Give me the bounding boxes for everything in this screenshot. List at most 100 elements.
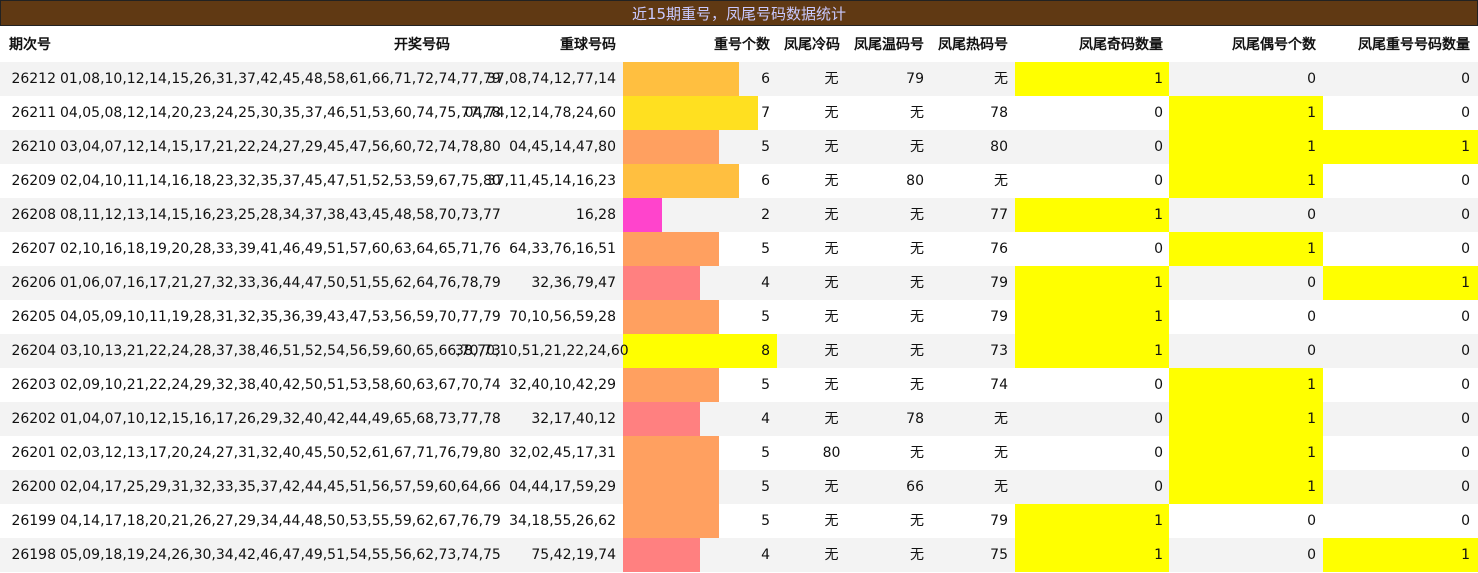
cell-tail-cold: 无 <box>824 71 839 87</box>
highlight-cell <box>1169 470 1323 504</box>
cell-tail-warm: 无 <box>910 105 924 121</box>
cell-tail-hot: 76 <box>990 241 1008 257</box>
repeat-count-bar <box>623 96 758 130</box>
cell-tail-even: 0 <box>1307 547 1316 563</box>
table-title: 近15期重号，凤尾号码数据统计 <box>631 4 847 23</box>
cell-draw-numbers: 01,04,07,10,12,15,16,17,26,29,32,40,42,4… <box>60 411 501 427</box>
cell-period: 26201 <box>11 445 56 461</box>
highlight-cell <box>1015 62 1169 96</box>
cell-tail-hot: 79 <box>990 275 1008 291</box>
cell-period: 26211 <box>11 105 56 121</box>
cell-tail-repeat: 0 <box>1461 377 1470 393</box>
cell-repeat-numbers: 38,70,10,51,21,22,24,60 <box>455 343 629 359</box>
cell-tail-odd: 1 <box>1154 71 1163 87</box>
cell-period: 26207 <box>11 241 56 257</box>
cell-repeat-count: 4 <box>761 547 770 563</box>
highlight-cell <box>1169 130 1323 164</box>
table-row: 26206 01,06,07,16,17,21,27,32,33,36,44,47… <box>0 266 1478 300</box>
repeat-count-bar <box>623 232 719 266</box>
cell-repeat-numbers: 70,10,56,59,28 <box>509 309 616 325</box>
cell-tail-cold: 无 <box>824 343 839 359</box>
cell-tail-cold: 无 <box>824 105 839 121</box>
highlight-cell <box>1323 130 1478 164</box>
cell-tail-odd: 0 <box>1154 173 1163 189</box>
highlight-cell <box>1169 96 1323 130</box>
cell-tail-odd: 0 <box>1154 139 1163 155</box>
cell-draw-numbers: 03,04,07,12,14,15,17,21,22,24,27,29,45,4… <box>60 139 501 155</box>
cell-tail-cold: 无 <box>824 479 839 495</box>
highlight-cell <box>1015 334 1169 368</box>
cell-tail-cold: 无 <box>824 547 839 563</box>
table-row: 26210 03,04,07,12,14,15,17,21,22,24,27,29… <box>0 130 1478 164</box>
cell-repeat-count: 5 <box>761 479 770 495</box>
cell-tail-even: 1 <box>1307 479 1316 495</box>
table-row: 26199 04,14,17,18,20,21,26,27,29,34,44,48… <box>0 504 1478 538</box>
header-repeat-count: 重号个数 <box>714 37 770 53</box>
cell-tail-warm: 78 <box>906 411 924 427</box>
cell-repeat-count: 5 <box>761 139 770 155</box>
cell-repeat-numbers: 32,17,40,12 <box>531 411 616 427</box>
highlight-cell <box>1323 538 1478 572</box>
cell-tail-hot: 80 <box>990 139 1008 155</box>
cell-tail-repeat: 1 <box>1461 275 1470 291</box>
repeat-count-bar <box>623 130 719 164</box>
repeat-count-bar <box>623 402 700 436</box>
repeat-count-bar <box>623 538 700 572</box>
cell-tail-odd: 0 <box>1154 411 1163 427</box>
highlight-cell <box>1169 368 1323 402</box>
cell-tail-even: 1 <box>1307 445 1316 461</box>
highlight-cell <box>1323 266 1478 300</box>
cell-tail-repeat: 0 <box>1461 513 1470 529</box>
cell-tail-repeat: 0 <box>1461 445 1470 461</box>
header-tail-cold: 凤尾冷码 <box>784 37 840 53</box>
table-row: 26202 01,04,07,10,12,15,16,17,26,29,32,40… <box>0 402 1478 436</box>
cell-tail-warm: 无 <box>910 241 924 257</box>
highlight-cell <box>1169 232 1323 266</box>
cell-tail-even: 0 <box>1307 309 1316 325</box>
cell-tail-odd: 1 <box>1154 275 1163 291</box>
cell-period: 26206 <box>11 275 56 291</box>
cell-tail-hot: 无 <box>994 479 1008 495</box>
cell-tail-odd: 1 <box>1154 513 1163 529</box>
cell-tail-odd: 0 <box>1154 241 1163 257</box>
table-row: 26209 02,04,10,11,14,16,18,23,32,35,37,45… <box>0 164 1478 198</box>
highlight-cell <box>1169 402 1323 436</box>
cell-period: 26200 <box>11 479 56 495</box>
cell-tail-odd: 1 <box>1154 207 1163 223</box>
highlight-cell <box>1169 436 1323 470</box>
cell-tail-hot: 无 <box>994 411 1008 427</box>
cell-tail-repeat: 0 <box>1461 105 1470 121</box>
cell-repeat-numbers: 37,08,74,12,77,14 <box>486 71 616 87</box>
cell-tail-warm: 79 <box>906 71 924 87</box>
header-period: 期次号 <box>9 37 51 53</box>
repeat-count-bar <box>623 62 739 96</box>
cell-tail-even: 0 <box>1307 343 1316 359</box>
cell-period: 26212 <box>11 71 56 87</box>
cell-tail-repeat: 0 <box>1461 71 1470 87</box>
cell-tail-warm: 80 <box>906 173 924 189</box>
cell-tail-warm: 无 <box>910 343 924 359</box>
cell-tail-even: 0 <box>1307 275 1316 291</box>
cell-period: 26204 <box>11 343 56 359</box>
cell-tail-odd: 0 <box>1154 479 1163 495</box>
cell-repeat-numbers: 04,44,17,59,29 <box>509 479 616 495</box>
cell-tail-hot: 79 <box>990 513 1008 529</box>
table-row: 26201 02,03,12,13,17,20,24,27,31,32,40,45… <box>0 436 1478 470</box>
cell-repeat-numbers: 32,36,79,47 <box>531 275 616 291</box>
header-repeat-numbers: 重球号码 <box>560 37 616 53</box>
cell-tail-repeat: 0 <box>1461 309 1470 325</box>
repeat-count-bar <box>623 436 719 470</box>
cell-repeat-count: 5 <box>761 309 770 325</box>
table-row: 26207 02,10,16,18,19,20,28,33,39,41,46,49… <box>0 232 1478 266</box>
cell-repeat-numbers: 04,45,14,47,80 <box>509 139 616 155</box>
cell-repeat-numbers: 75,42,19,74 <box>531 547 616 563</box>
cell-tail-hot: 74 <box>990 377 1008 393</box>
cell-tail-odd: 1 <box>1154 343 1163 359</box>
cell-repeat-count: 7 <box>761 105 770 121</box>
cell-tail-repeat: 0 <box>1461 207 1470 223</box>
cell-repeat-count: 2 <box>761 207 770 223</box>
cell-tail-cold: 无 <box>824 173 839 189</box>
cell-tail-cold: 无 <box>824 139 839 155</box>
cell-tail-even: 1 <box>1307 241 1316 257</box>
cell-repeat-count: 8 <box>761 343 770 359</box>
